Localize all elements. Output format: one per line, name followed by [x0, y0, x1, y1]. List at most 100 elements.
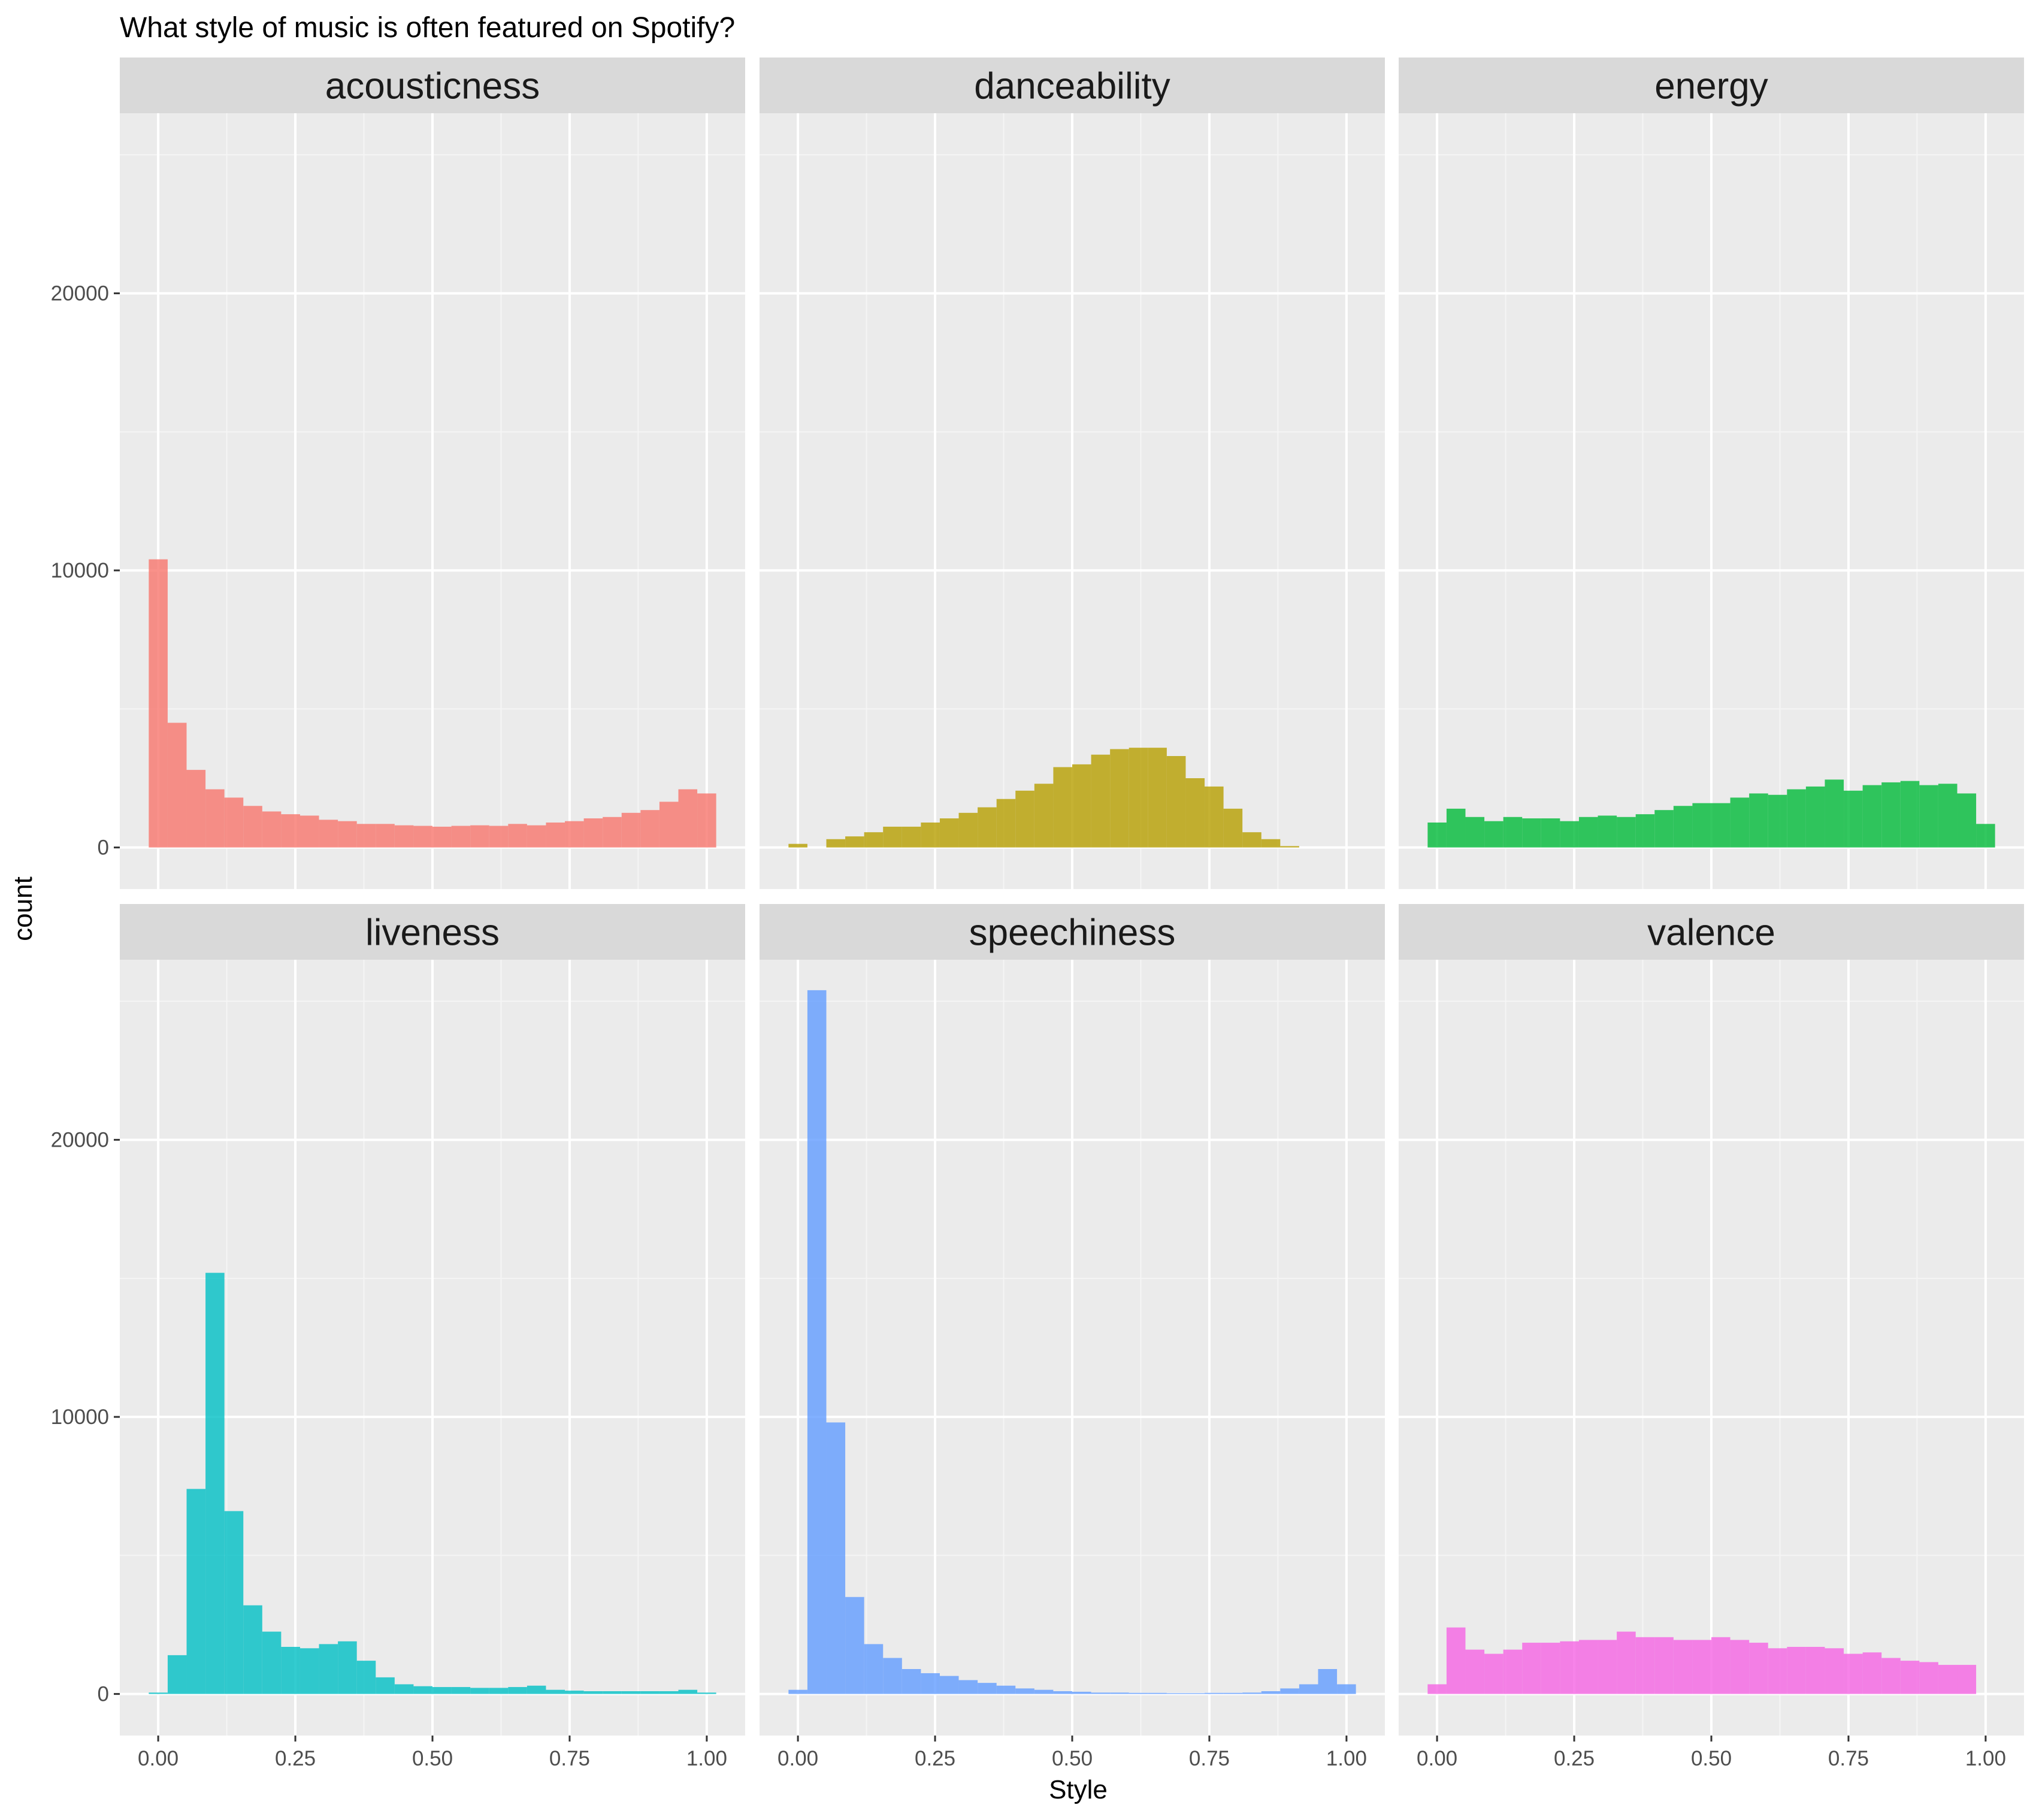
histogram-bar — [376, 1677, 395, 1694]
histogram-bar — [1711, 803, 1731, 848]
histogram-bar — [413, 1686, 432, 1694]
histogram-bar — [921, 823, 940, 848]
histogram-bar — [1541, 818, 1560, 848]
y-tick-label: 10000 — [51, 559, 109, 582]
histogram-bar — [1692, 803, 1711, 848]
facet-strip-label: danceability — [974, 66, 1170, 107]
histogram-bar — [1787, 1647, 1806, 1694]
histogram-bar — [281, 814, 300, 848]
histogram-bar — [1318, 1669, 1338, 1694]
histogram-bar — [1919, 785, 1938, 848]
histogram-bar — [1261, 1691, 1281, 1694]
histogram-bar — [583, 818, 603, 848]
histogram-bar — [413, 826, 432, 848]
facet-strip — [120, 58, 745, 113]
histogram-bars-liveness — [149, 1272, 716, 1694]
histogram-bar — [1148, 748, 1167, 848]
histogram-bar — [565, 1691, 584, 1694]
chart-title: What style of music is often featured on… — [120, 12, 735, 44]
histogram-bar — [958, 1680, 978, 1694]
histogram-bar — [1654, 810, 1674, 848]
histogram-bars-valence — [1427, 1627, 1977, 1694]
histogram-bar — [845, 836, 864, 848]
histogram-bar — [807, 990, 827, 1694]
histogram-bar — [1768, 1648, 1787, 1694]
x-axis-title: Style — [1049, 1775, 1108, 1804]
histogram-bar — [1091, 1692, 1111, 1694]
histogram-bar — [1635, 814, 1655, 848]
histogram-bar — [1730, 797, 1750, 848]
x-tick-label: 0.25 — [1554, 1747, 1595, 1770]
y-tick-label: 20000 — [51, 1129, 109, 1152]
histogram-bar — [1844, 790, 1863, 848]
histogram-bar — [1166, 1693, 1186, 1694]
histogram-bar — [1205, 1692, 1224, 1694]
histogram-bar — [978, 807, 997, 848]
histogram-bar — [186, 770, 206, 848]
histogram-bar — [826, 839, 846, 848]
histogram-bar — [1730, 1640, 1750, 1694]
histogram-bar — [451, 826, 471, 848]
histogram-bar — [1446, 1627, 1466, 1694]
histogram-bar — [149, 559, 168, 848]
histogram-bar — [186, 1489, 206, 1694]
histogram-bar — [149, 1692, 168, 1694]
histogram-bar — [621, 1691, 641, 1694]
histogram-bar — [527, 825, 546, 848]
histogram-bar — [1805, 786, 1825, 848]
facet-strip — [760, 904, 1385, 960]
histogram-bar — [489, 1688, 509, 1694]
histogram-bar — [243, 806, 262, 848]
histogram-bar — [603, 1691, 622, 1694]
histogram-bar — [1578, 1640, 1598, 1694]
histogram-bar — [1110, 749, 1129, 848]
x-tick-label: 0.75 — [549, 1747, 590, 1770]
histogram-bar — [1015, 1688, 1034, 1694]
x-tick-label: 1.00 — [686, 1747, 727, 1770]
histogram-bar — [432, 826, 452, 848]
histogram-bar — [451, 1687, 471, 1694]
histogram-bar — [1541, 1643, 1560, 1694]
facet-strip — [760, 58, 1385, 113]
histogram-bar — [1337, 1684, 1356, 1694]
histogram-bar — [1299, 1684, 1318, 1694]
histogram-bar — [978, 1683, 997, 1694]
histogram-bar — [1560, 1641, 1579, 1694]
x-tick-label: 0.75 — [1828, 1747, 1869, 1770]
histogram-bar — [1522, 1643, 1541, 1694]
histogram-bar — [546, 1689, 565, 1694]
histogram-bar — [996, 799, 1016, 848]
histogram-bar — [939, 818, 959, 848]
facet-strip — [120, 904, 745, 960]
histogram-bar — [1654, 1637, 1674, 1694]
histogram-bar — [262, 1631, 282, 1694]
x-tick-label: 0.25 — [915, 1747, 955, 1770]
histogram-bar — [1503, 1649, 1523, 1694]
histogram-bar — [167, 722, 187, 848]
histogram-bar — [996, 1685, 1016, 1694]
histogram-bar — [1280, 1688, 1299, 1694]
histogram-bar — [1484, 821, 1503, 848]
histogram-bar — [1522, 818, 1541, 848]
histogram-bar — [1825, 1648, 1844, 1694]
histogram-bar — [262, 811, 282, 848]
histogram-bar — [299, 1648, 319, 1694]
histogram-bar — [1673, 806, 1693, 848]
histogram-bar — [1166, 756, 1186, 848]
histogram-bar — [1053, 767, 1072, 848]
histogram-bar — [565, 821, 584, 848]
histogram-bar — [1091, 754, 1111, 848]
histogram-bar — [583, 1691, 603, 1694]
histogram-bar — [958, 812, 978, 848]
histogram-bar — [921, 1673, 940, 1694]
facet-strip-label: energy — [1654, 66, 1768, 107]
histogram-bar — [1053, 1691, 1072, 1694]
histogram-bar — [1598, 1640, 1617, 1694]
histogram-bar — [621, 812, 641, 848]
x-tick-label: 0.00 — [778, 1747, 818, 1770]
histogram-bar — [1129, 748, 1148, 848]
x-tick-label: 0.25 — [275, 1747, 316, 1770]
histogram-bar — [864, 1644, 884, 1694]
histogram-bar — [659, 1691, 679, 1694]
